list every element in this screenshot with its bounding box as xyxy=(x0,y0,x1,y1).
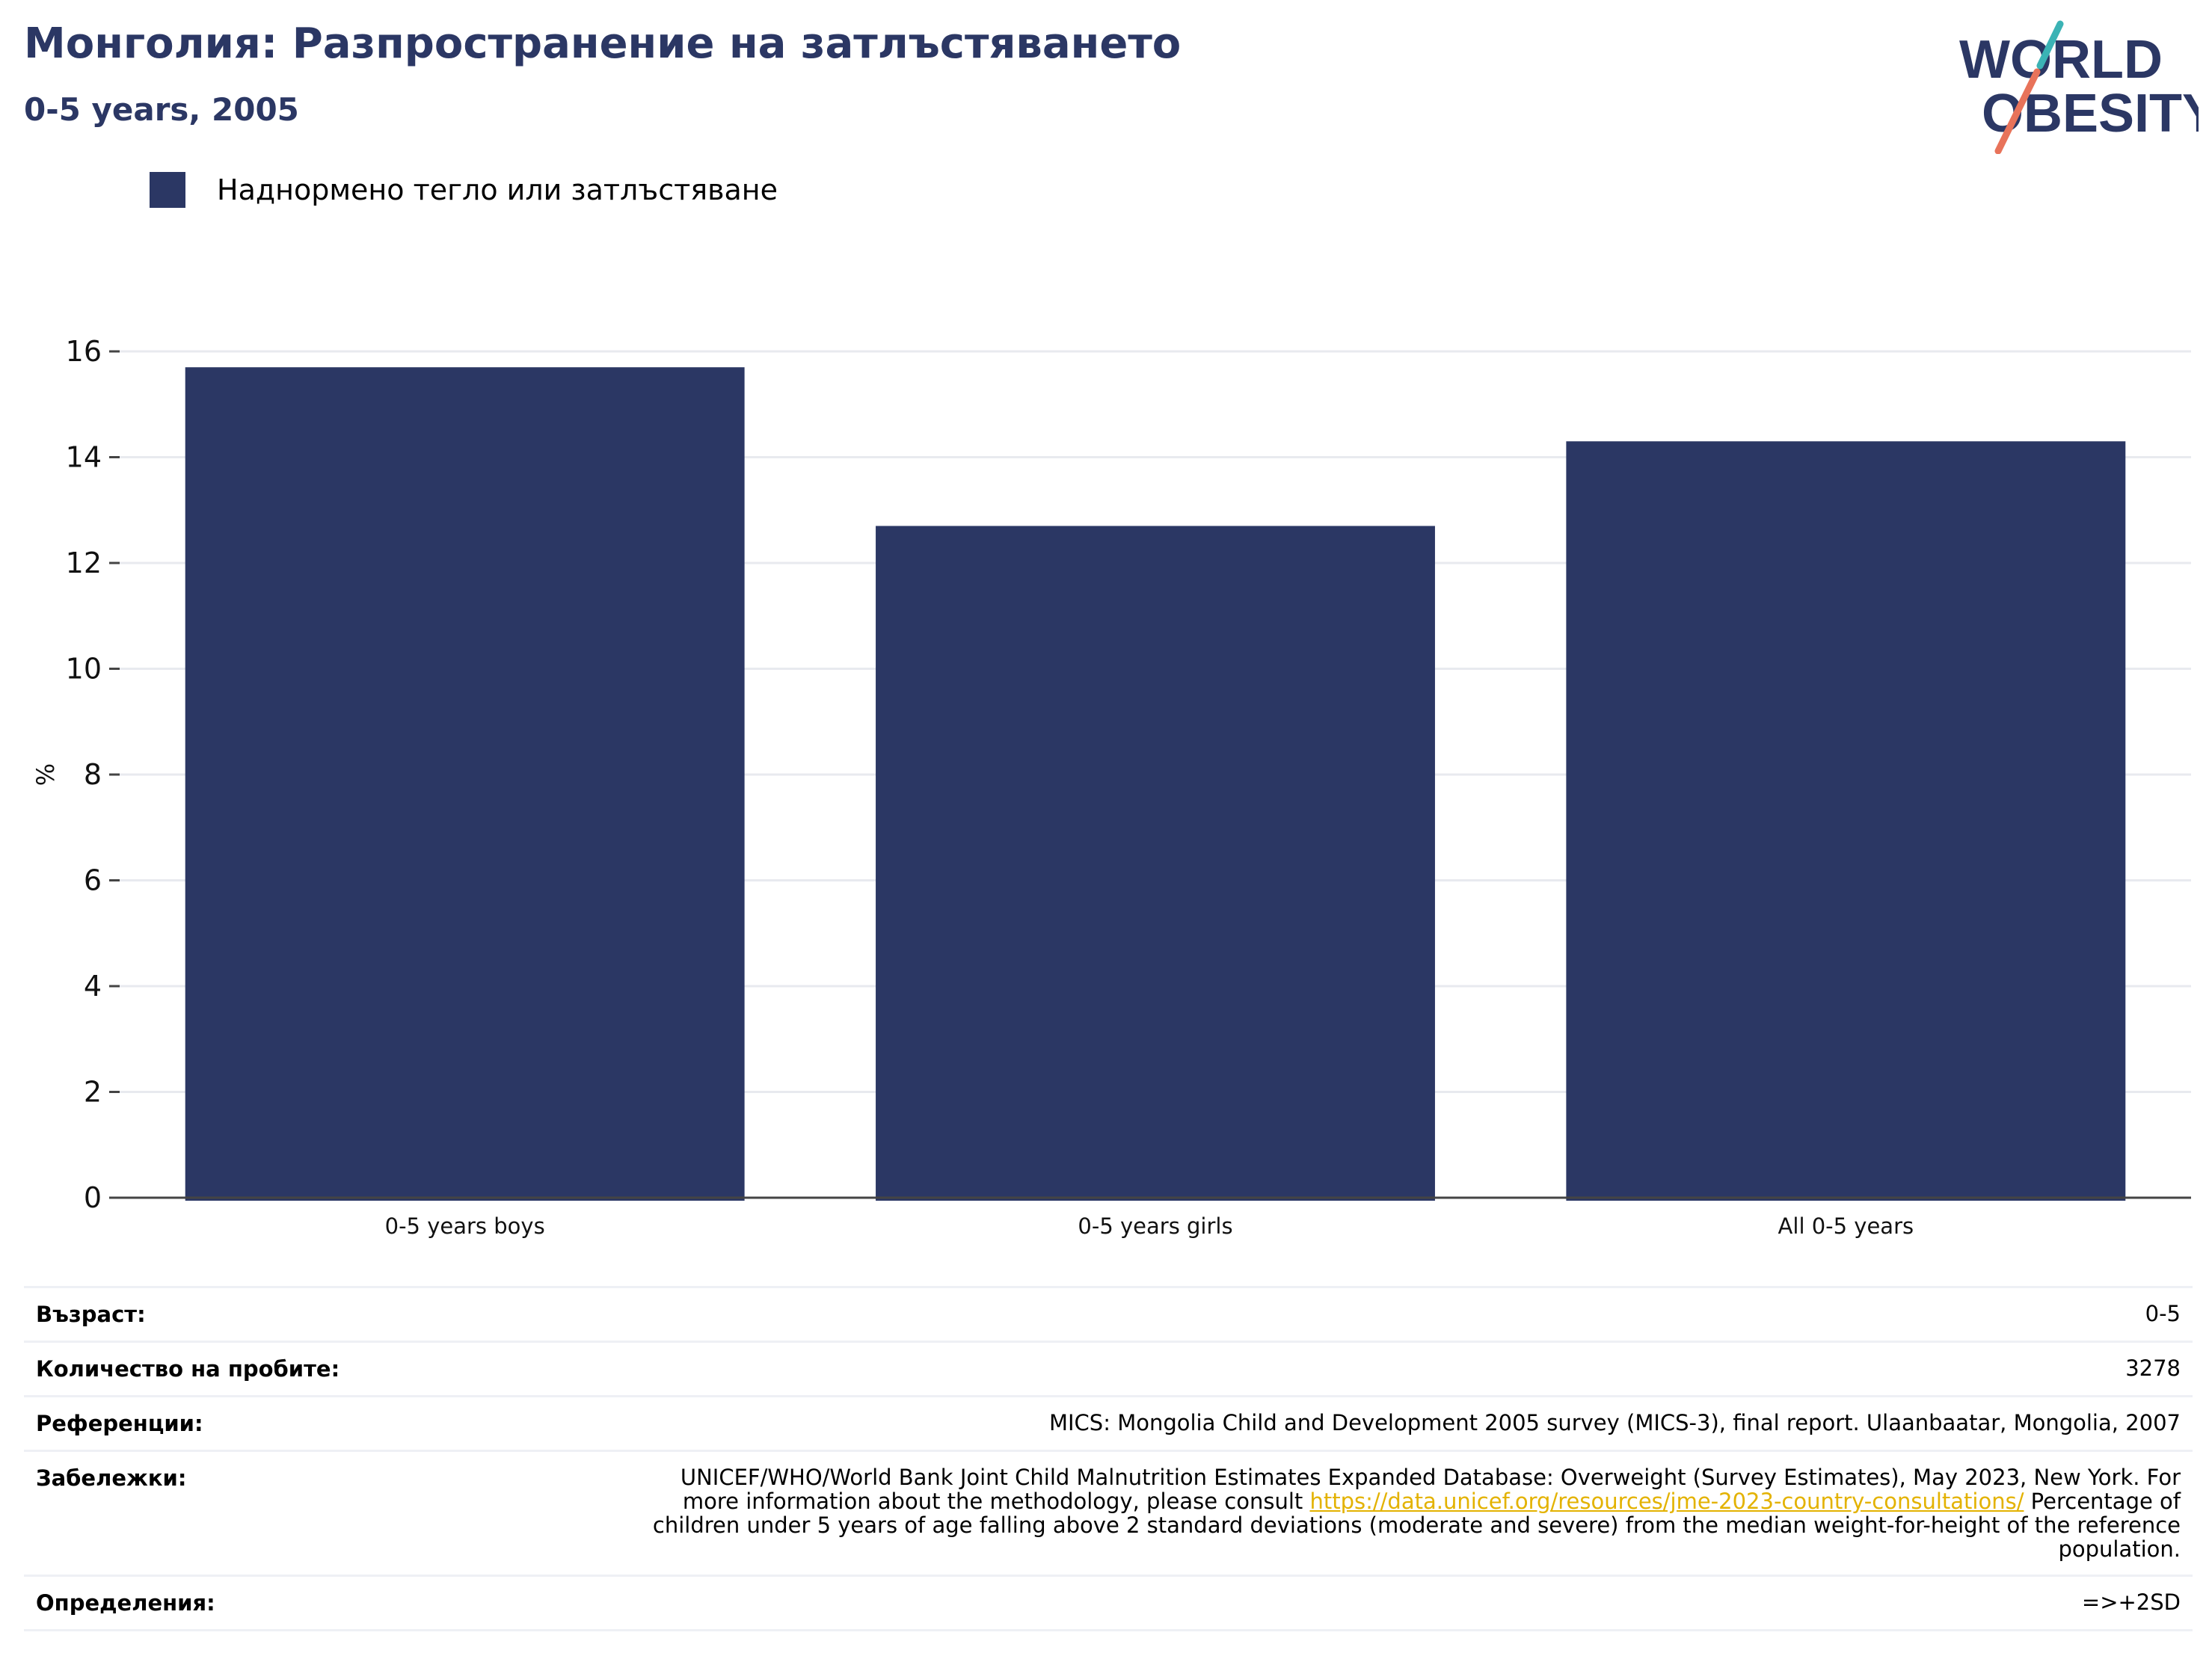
age-value: 0-5 xyxy=(2145,1301,2181,1326)
sample-label: Количество на пробите: xyxy=(36,1356,340,1382)
y-axis-label: % xyxy=(31,763,60,786)
y-tick-label: 8 xyxy=(84,758,102,791)
y-tick-label: 4 xyxy=(84,970,102,1003)
info-row-age: Възраст: 0-5 xyxy=(24,1286,2193,1341)
x-tick-label: 0-5 years girls xyxy=(1078,1213,1232,1239)
world-obesity-logo: WORLD OBESITY xyxy=(1959,20,2199,154)
y-tick-label: 12 xyxy=(66,547,102,579)
definitions-value: =>+2SD xyxy=(2081,1589,2181,1615)
references-label: Референции: xyxy=(36,1411,203,1436)
y-tick-label: 6 xyxy=(84,864,102,897)
y-tick-label: 16 xyxy=(66,335,102,368)
info-table: Възраст: 0-5 Количество на пробите: 3278… xyxy=(24,1286,2193,1631)
chart-title: Монголия: Разпространение на затлъстяван… xyxy=(24,19,1182,68)
info-row-references: Референции: MICS: Mongolia Child and Dev… xyxy=(24,1395,2193,1450)
info-row-definitions: Определения: =>+2SD xyxy=(24,1575,2193,1631)
x-tick-label: All 0-5 years xyxy=(1778,1213,1914,1239)
legend: Наднормено тегло или затлъстяване xyxy=(150,172,778,208)
legend-swatch xyxy=(150,172,185,208)
legend-label: Наднормено тегло или затлъстяване xyxy=(217,173,778,206)
definitions-label: Определения: xyxy=(36,1590,215,1616)
notes-value: UNICEF/WHO/World Bank Joint Child Malnut… xyxy=(625,1465,2181,1561)
chart-subtitle: 0-5 years, 2005 xyxy=(24,91,299,128)
y-tick-label: 14 xyxy=(66,441,102,474)
y-tick-label: 10 xyxy=(66,653,102,686)
notes-text-after: Percentage of children under 5 years of … xyxy=(652,1489,2181,1562)
references-value: MICS: Mongolia Child and Development 200… xyxy=(1048,1410,2181,1435)
sample-value: 3278 xyxy=(2125,1355,2181,1381)
bar-2 xyxy=(876,526,1435,1201)
logo-slash-top xyxy=(2036,20,2064,70)
info-row-sample: Количество на пробите: 3278 xyxy=(24,1341,2193,1395)
methodology-link[interactable]: https://data.unicef.org/resources/jme-20… xyxy=(1309,1489,2024,1514)
age-label: Възраст: xyxy=(36,1302,146,1327)
notes-text-before: UNICEF/WHO/World Bank Joint Child Malnut… xyxy=(680,1465,2181,1514)
y-tick-label: 0 xyxy=(84,1181,102,1214)
bar-chart: 0 2 4 6 8 10 12 14 16% 0-5 years boys 0-5 years gi… xyxy=(31,335,2191,1239)
bar-1 xyxy=(185,367,745,1201)
info-row-notes: Забележки: UNICEF/WHO/World Bank Joint C… xyxy=(24,1450,2193,1575)
x-tick-label: 0-5 years boys xyxy=(385,1213,545,1239)
logo-line1: WORLD xyxy=(1959,30,2163,90)
bar-3 xyxy=(1566,441,2126,1201)
logo-slash-bottom xyxy=(1994,68,2041,154)
notes-label: Забележки: xyxy=(36,1465,187,1491)
y-tick-label: 2 xyxy=(84,1076,102,1109)
